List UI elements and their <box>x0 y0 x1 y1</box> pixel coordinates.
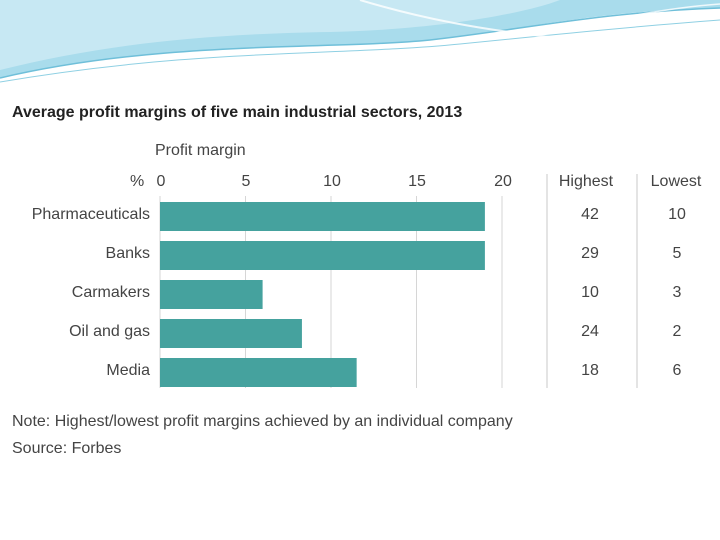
unit-label: % <box>130 173 145 190</box>
x-tick-label: 20 <box>494 173 512 190</box>
x-axis-label: Profit margin <box>155 142 246 159</box>
column-header-highest: Highest <box>558 173 614 190</box>
slide-header-decoration <box>0 0 720 83</box>
column-header-lowest: Lowest <box>650 173 702 190</box>
x-tick-label: 0 <box>156 173 166 190</box>
bar <box>160 358 357 387</box>
category-label: Banks <box>105 245 150 262</box>
chart-note: Note: Highest/lowest profit margins achi… <box>12 413 513 430</box>
lowest-value: 10 <box>668 206 686 223</box>
highest-value: 24 <box>581 323 599 340</box>
lowest-value: 3 <box>672 284 682 301</box>
x-tick-label: 15 <box>408 173 426 190</box>
category-label: Carmakers <box>71 284 150 301</box>
category-label: Media <box>106 362 150 379</box>
bar <box>160 280 263 309</box>
chart-source: Source: Forbes <box>12 440 122 457</box>
category-label: Pharmaceuticals <box>31 206 150 223</box>
highest-value: 42 <box>581 206 599 223</box>
chart-panel: Average profit margins of five main indu… <box>4 92 717 464</box>
highest-value: 29 <box>581 245 599 262</box>
lowest-value: 5 <box>672 245 682 262</box>
x-tick-label: 10 <box>323 173 341 190</box>
highest-value: 10 <box>581 284 599 301</box>
chart-title: Average profit margins of five main indu… <box>12 104 463 121</box>
bar <box>160 319 302 348</box>
category-label: Oil and gas <box>69 323 150 340</box>
highest-value: 18 <box>581 362 599 379</box>
x-tick-label: 5 <box>241 173 251 190</box>
bar <box>160 202 485 231</box>
lowest-value: 6 <box>672 362 682 379</box>
lowest-value: 2 <box>672 323 682 340</box>
bar <box>160 241 485 270</box>
plot-area <box>159 174 638 388</box>
